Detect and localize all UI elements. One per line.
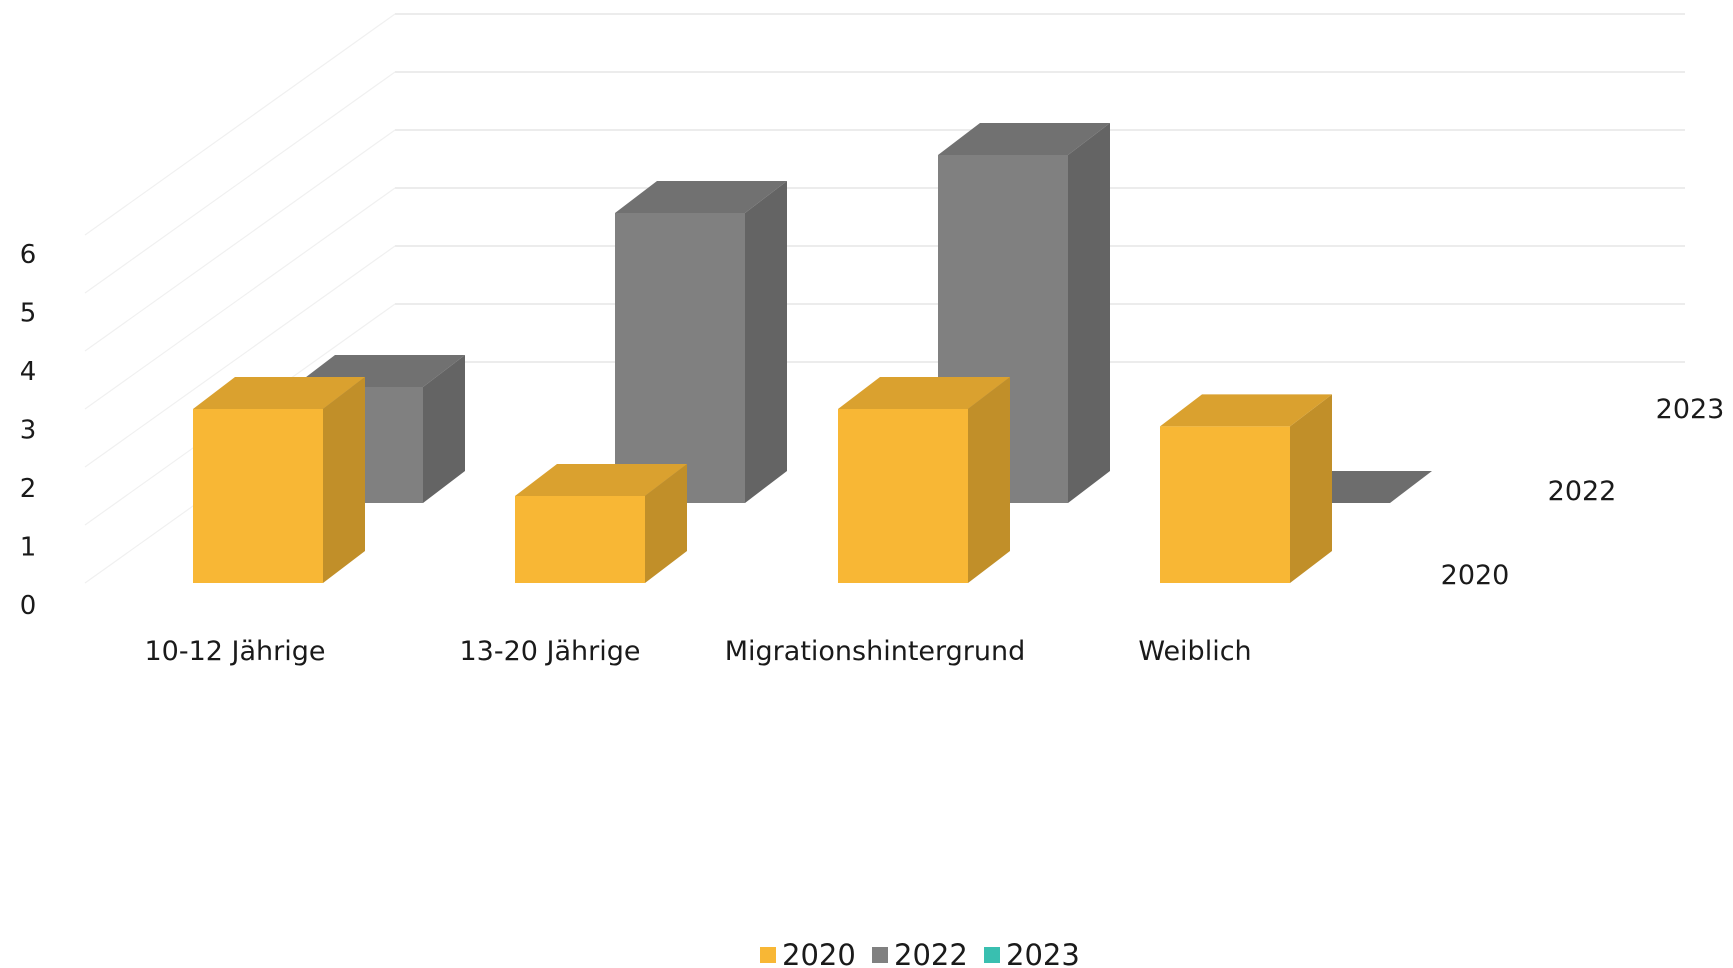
bar-top (615, 181, 787, 213)
bar-front (615, 213, 745, 503)
gridline-side (84, 187, 396, 410)
y-axis-ticks: 0 1 2 3 4 5 6 (20, 240, 37, 621)
y-tick-label: 3 (20, 416, 37, 446)
legend-label: 2023 (1006, 938, 1080, 968)
y-tick-label: 2 (20, 474, 37, 504)
bar-top (938, 123, 1110, 155)
bar-top (1160, 394, 1332, 427)
depth-label: 2020 (1441, 560, 1510, 591)
bar-2020-3 (1160, 394, 1332, 583)
depth-label: 2022 (1548, 476, 1617, 507)
x-tick-label: Migrationshintergrund (725, 636, 1026, 667)
y-tick-label: 1 (20, 533, 37, 563)
legend-swatch (872, 947, 888, 963)
y-tick-label: 0 (20, 591, 37, 621)
bar-front (515, 496, 645, 583)
bar-2020-2 (838, 377, 1010, 583)
legend-label: 2020 (782, 938, 856, 968)
depth-label: 2023 (1656, 394, 1725, 425)
depth-axis-labels: 2020 2022 2023 (1441, 394, 1725, 591)
bar-front (838, 409, 968, 583)
bar-side (323, 377, 365, 583)
bar-top (193, 377, 365, 409)
legend: 2020 2022 2023 (760, 938, 1080, 968)
x-tick-label: 13-20 Jährige (459, 636, 640, 667)
bar-side (968, 377, 1010, 583)
gridline-side (84, 129, 396, 352)
bar-2020-1 (515, 464, 687, 583)
bar-2022-1 (615, 181, 787, 503)
gridline-side (84, 71, 396, 294)
bar-front (1160, 426, 1290, 583)
legend-item: 2022 (872, 938, 968, 968)
bar-side (1290, 394, 1332, 583)
y-tick-label: 6 (20, 240, 37, 270)
bar-top (515, 464, 687, 496)
bar-side (1068, 123, 1110, 503)
y-tick-label: 5 (20, 299, 37, 329)
gridline-side (84, 245, 396, 468)
x-axis-categories: 10-12 Jährige 13-20 Jährige Migrationshint… (144, 636, 1251, 667)
bar-2020-0 (193, 377, 365, 583)
legend-swatch (984, 947, 1000, 963)
gridline-side (84, 13, 396, 236)
x-tick-label: 10-12 Jährige (144, 636, 325, 667)
bar-front (193, 409, 323, 583)
y-tick-label: 4 (20, 357, 37, 387)
legend-item: 2023 (984, 938, 1080, 968)
bar-side (745, 181, 787, 503)
legend-swatch (760, 947, 776, 963)
bar-side (423, 355, 465, 503)
bar-side (645, 464, 687, 583)
bars (193, 123, 1432, 583)
legend-item: 2020 (760, 938, 856, 968)
legend-label: 2022 (894, 938, 968, 968)
bar-top (838, 377, 1010, 409)
x-tick-label: Weiblich (1138, 636, 1251, 667)
